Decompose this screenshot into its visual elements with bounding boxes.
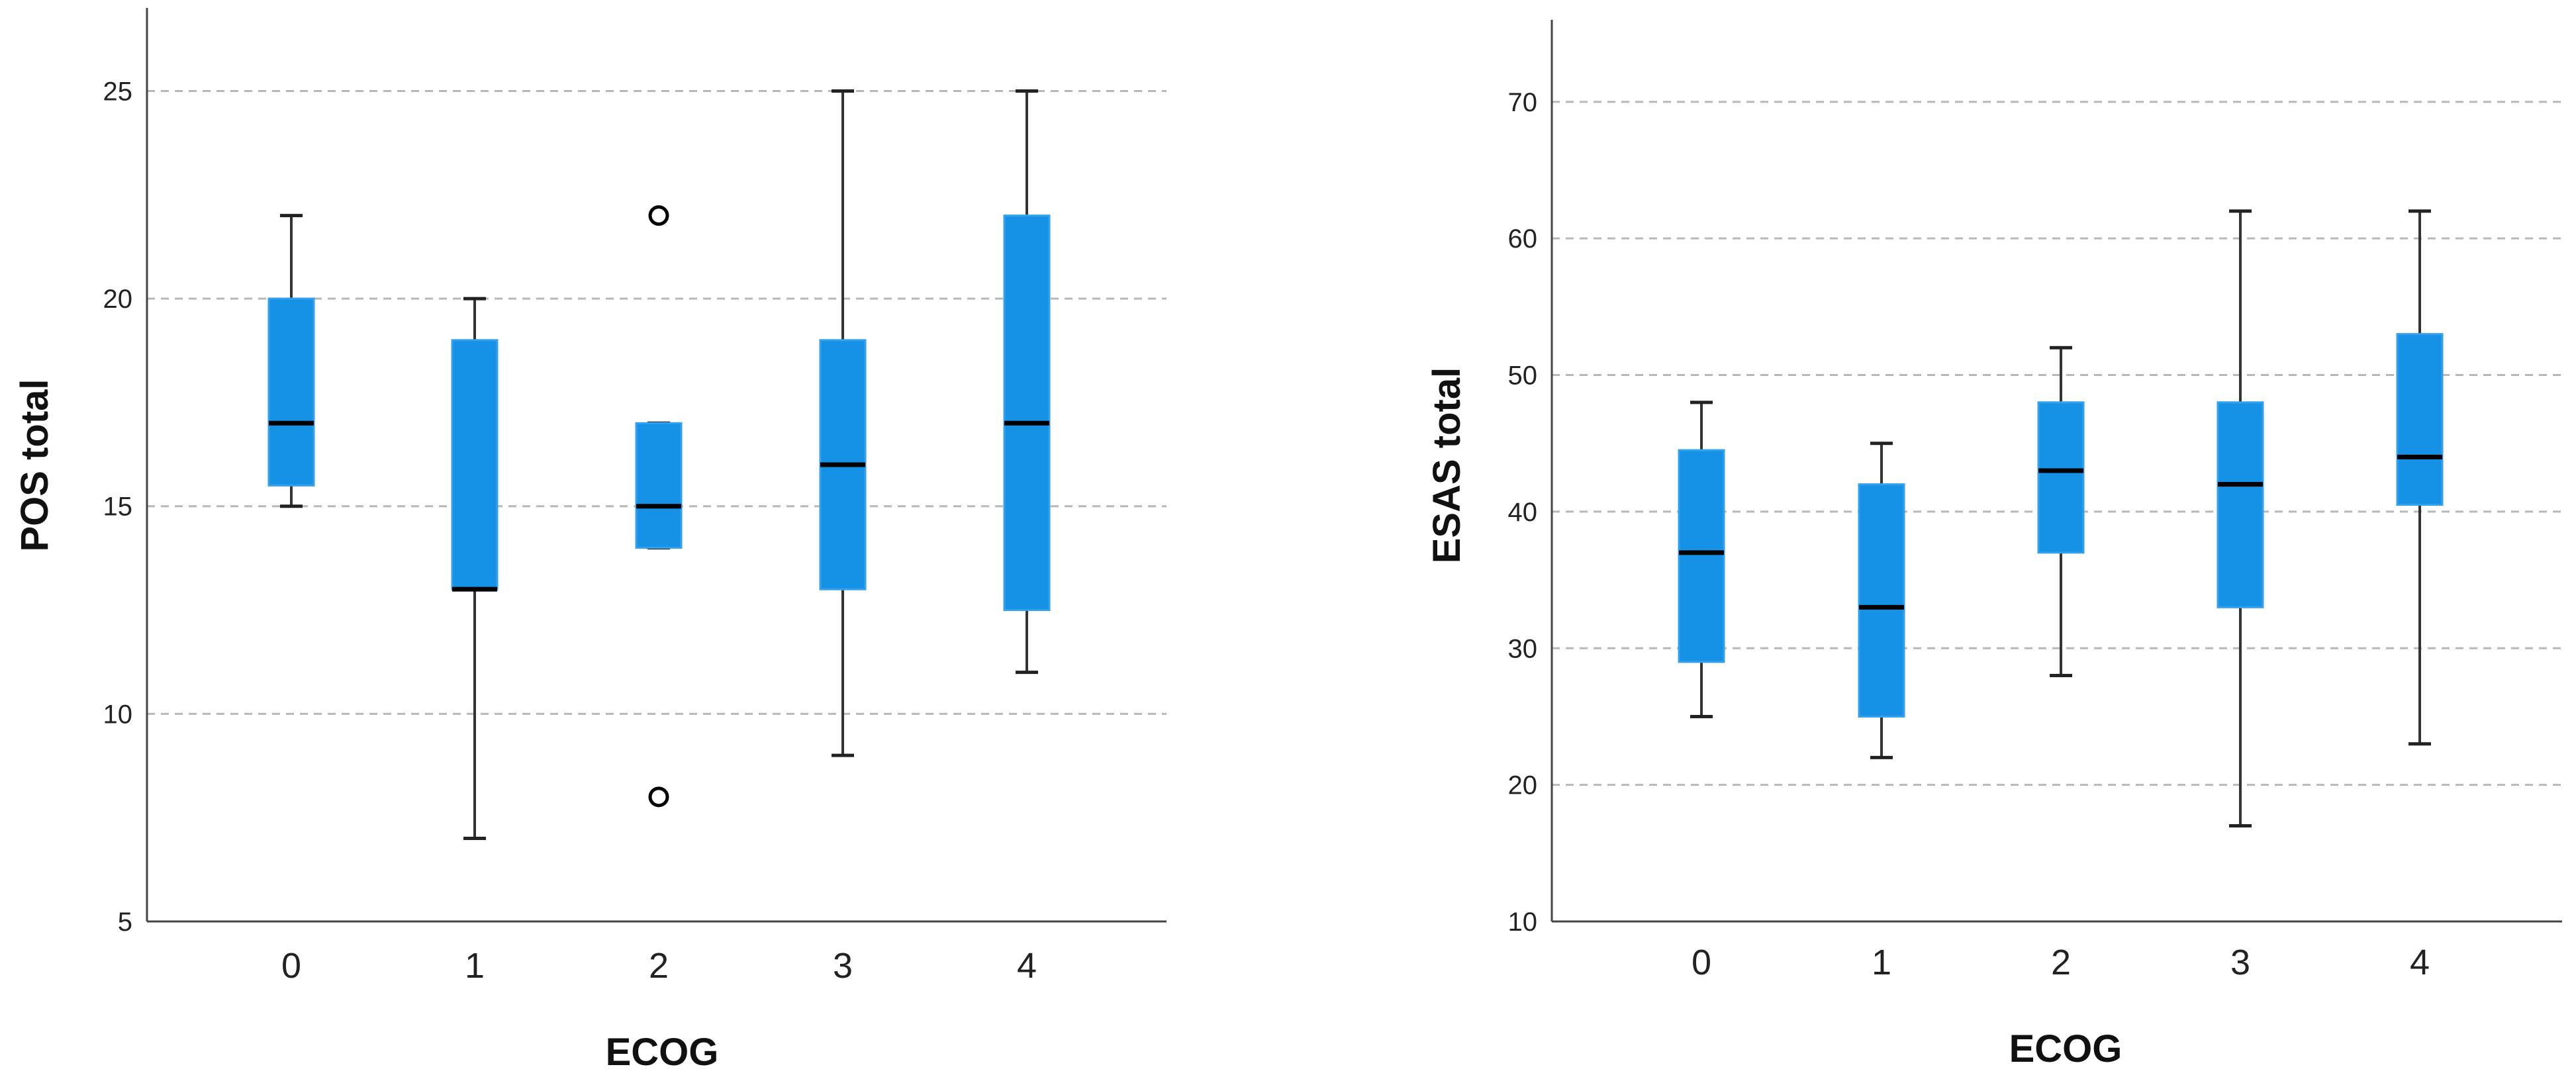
x-tick-label: 0 [281,946,301,986]
y-tick-label: 10 [1508,908,1538,937]
box-ecog-4 [2396,209,2444,746]
y-axis-title: ESAS total [1425,367,1468,564]
x-tick-label: 2 [2051,943,2071,982]
iqr-box [2037,401,2085,554]
x-tick-label: 4 [1017,946,1037,986]
y-tick-label: 20 [1508,771,1538,800]
box-ecog-0 [267,214,315,508]
x-axis-title: ECOG [2009,1027,2123,1070]
iqr-box [635,422,683,549]
iqr-box [1678,449,1725,663]
iqr-box [451,339,499,590]
y-tick-label: 60 [1508,224,1538,254]
x-tick-label: 2 [649,946,669,986]
y-tick-label: 30 [1508,634,1538,663]
x-tick-label: 3 [833,946,853,986]
outlier-point [648,205,669,226]
box-ecog-0 [1678,400,1725,718]
iqr-box [2217,401,2264,608]
y-tick-label: 5 [118,908,132,937]
outlier-point [648,786,669,808]
box-ecog-2 [2037,346,2085,678]
box-ecog-2 [635,205,683,808]
iqr-box [1858,483,1905,718]
box-ecog-1 [451,297,499,841]
box-ecog-4 [1003,89,1051,675]
y-tick-label: 40 [1508,498,1538,527]
y-axis-title: POS total [13,379,56,551]
box-ecog-3 [2217,209,2264,828]
y-tick-label: 50 [1508,361,1538,391]
iqr-box [1003,214,1051,612]
x-tick-label: 1 [465,946,485,986]
iqr-box [2396,333,2444,506]
x-axis-title: ECOG [606,1031,719,1074]
box-ecog-3 [819,89,867,757]
iqr-box [267,297,315,487]
pos-total-boxplot: POS total ECOG 5 10 15 20 25 0 1 2 3 4 [13,8,1167,1074]
y-tick-label: 20 [103,285,133,314]
x-tick-label: 0 [1692,943,1711,982]
y-tick-label: 70 [1508,88,1538,117]
y-tick-label: 10 [103,700,133,729]
y-tick-label: 15 [103,493,133,522]
y-tick-label: 25 [103,77,133,106]
x-tick-label: 3 [2230,943,2250,982]
x-tick-label: 4 [2410,943,2430,982]
esas-total-boxplot: ESAS total ECOG 10 20 30 40 50 60 70 0 1 2 3 4 [1425,20,2562,1070]
box-ecog-1 [1858,442,1905,759]
x-tick-label: 1 [1872,943,1891,982]
